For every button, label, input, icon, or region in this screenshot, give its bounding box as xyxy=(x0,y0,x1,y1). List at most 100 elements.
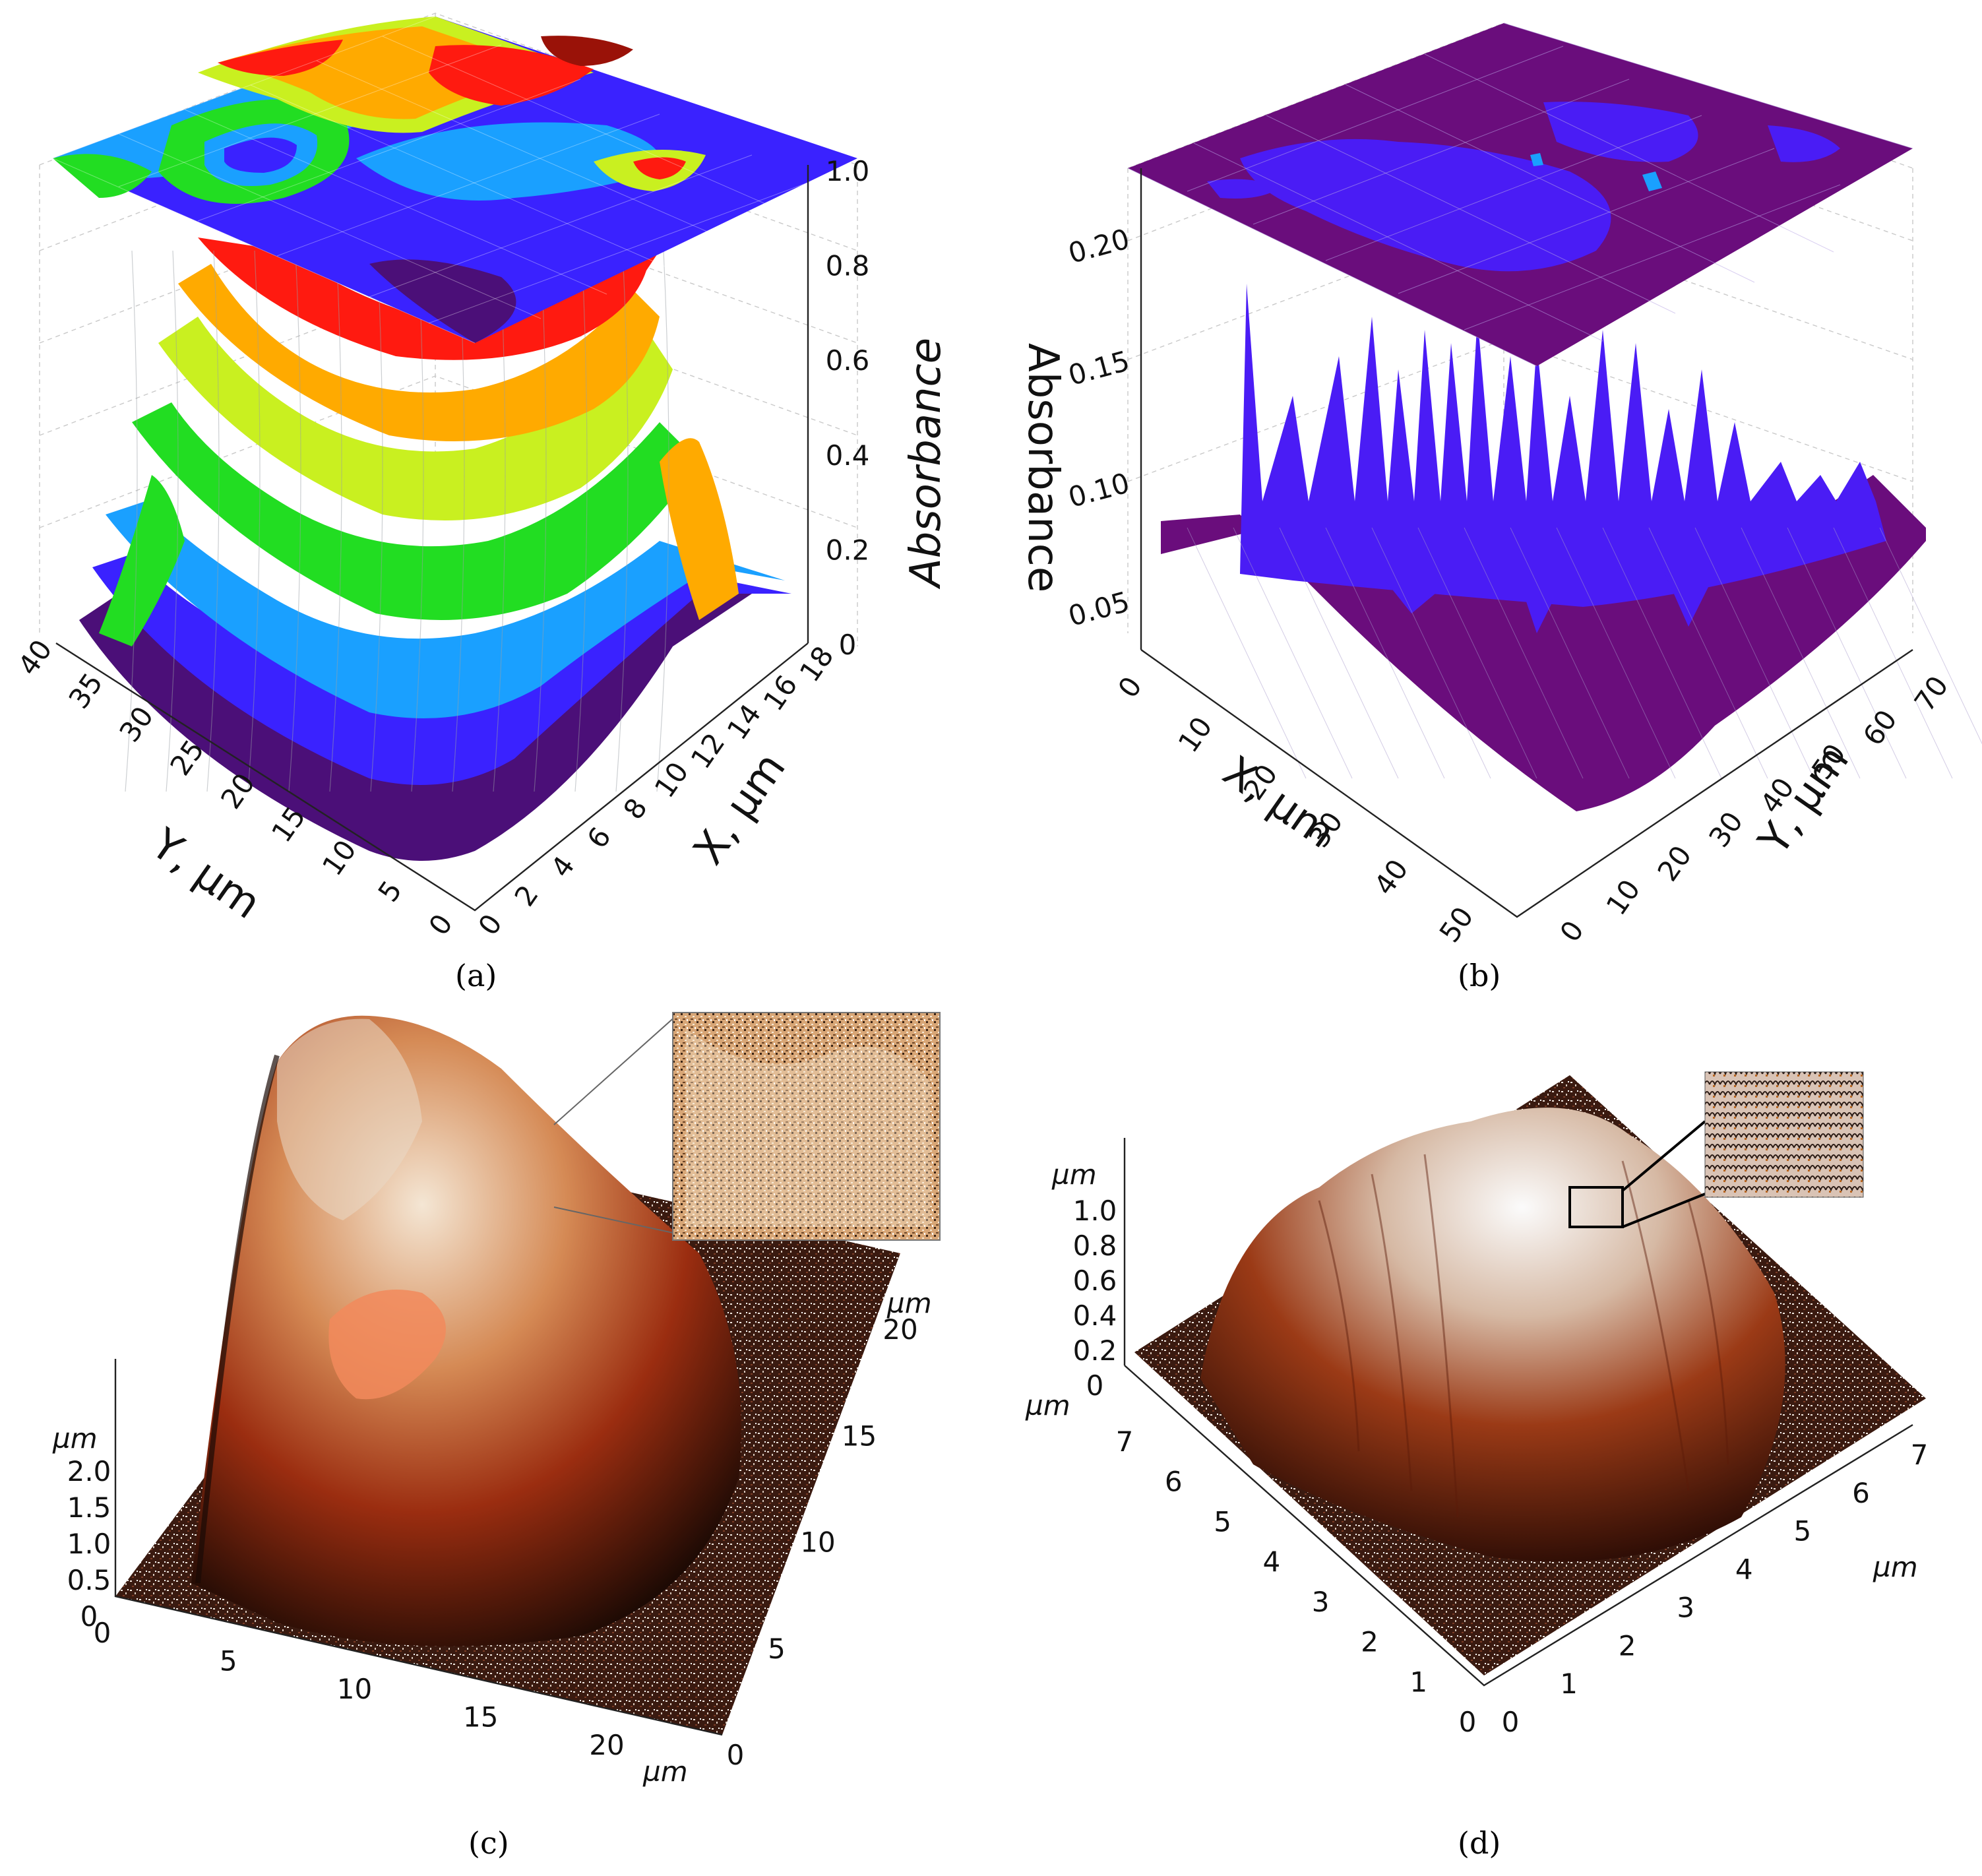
panel-label-d: (d) xyxy=(1458,1825,1501,1861)
surface-a-mesh-0 xyxy=(125,250,138,792)
surface-b-mesh-5 xyxy=(1417,527,1537,779)
y-tick-a-1: 5 xyxy=(372,875,408,908)
surface-a-band-2 xyxy=(106,501,785,718)
surface-a-band-5 xyxy=(178,264,660,441)
z-tick-d-2: 0.4 xyxy=(1073,1299,1117,1332)
ticks-c: 0 5 10 15 20 0 5 10 15 20 0 0.5 1.0 1.5 2.0 xyxy=(67,1313,918,1771)
surface-a-band-4 xyxy=(158,317,673,520)
contour-plane-a xyxy=(52,16,857,344)
z-tick-a-5: 1.0 xyxy=(826,155,870,187)
x-tick-d-1: 1 xyxy=(1560,1668,1578,1700)
y-tick-a-8: 40 xyxy=(12,634,59,681)
x-tick-a-3: 6 xyxy=(580,821,617,854)
y-tick-d-4: 4 xyxy=(1262,1546,1280,1578)
y-tick-b-2: 20 xyxy=(1651,840,1698,887)
x-tick-d-0: 0 xyxy=(1502,1706,1520,1738)
unit-label-d-x: µm xyxy=(1873,1551,1918,1583)
afm-surface-c xyxy=(191,1015,741,1646)
inset-c xyxy=(553,1012,941,1241)
y-tick-b-0: 0 xyxy=(1553,915,1590,948)
z-tick-a-1: 0.2 xyxy=(826,534,870,566)
afm-peak-highlight-c xyxy=(277,1018,422,1220)
y-tick-b-3: 30 xyxy=(1702,805,1749,853)
z-tick-a-4: 0.8 xyxy=(826,250,870,282)
unit-label-d-y: µm xyxy=(1025,1389,1070,1422)
z-axis-label-a: Absorbance xyxy=(902,338,950,590)
unit-label-c-z: µm xyxy=(52,1422,98,1454)
z-tick-a-0: 0 xyxy=(839,629,857,661)
y-tick-c-2: 10 xyxy=(800,1526,835,1559)
afm-striations-d xyxy=(1318,1154,1729,1518)
y-tick-d-0: 0 xyxy=(1459,1706,1477,1738)
surface-a-mesh-10 xyxy=(534,250,547,792)
x-tick-b-5: 50 xyxy=(1433,901,1480,949)
contour-plane-b xyxy=(1127,22,1913,367)
y-tick-c-3: 15 xyxy=(842,1420,877,1452)
x-tick-a-1: 2 xyxy=(508,879,544,912)
surface-b-mesh-12 xyxy=(1741,527,1861,779)
z-axis-label-b: Absorbance xyxy=(1018,343,1067,592)
x-tick-d-4: 4 xyxy=(1735,1553,1753,1586)
z-tick-d-1: 0.2 xyxy=(1073,1334,1117,1367)
z-tick-d-5: 1.0 xyxy=(1073,1195,1117,1227)
axes-b xyxy=(1140,168,1913,918)
x-tick-b-0: 0 xyxy=(1111,671,1148,704)
surface-b-mesh-15 xyxy=(1879,527,1982,745)
z-tick-d-3: 0.6 xyxy=(1073,1265,1117,1297)
z-tick-c-4: 2.0 xyxy=(67,1455,111,1487)
x-tick-a-6: 12 xyxy=(685,727,731,774)
surface-a-band-3 xyxy=(132,402,699,620)
z-tick-b-3: 0.20 xyxy=(1065,222,1133,270)
z-tick-b-1: 0.10 xyxy=(1065,466,1133,514)
z-tick-c-1: 0.5 xyxy=(67,1564,111,1596)
x-tick-c-2: 10 xyxy=(337,1673,372,1705)
surface-b-mesh-1 xyxy=(1233,527,1353,779)
unit-label-c-y: µm xyxy=(886,1287,932,1319)
y-tick-d-6: 6 xyxy=(1165,1466,1183,1498)
surface-b-low-peaks xyxy=(1385,567,1715,633)
surface-a xyxy=(79,237,791,861)
surface-a-mesh-11 xyxy=(574,250,588,792)
panel-a: 00.20.40.60.81.0024681012141618051015202… xyxy=(12,13,950,993)
inset-d xyxy=(1568,1071,1864,1228)
surface-b-mesh-3 xyxy=(1325,527,1445,779)
x-tick-b-1: 10 xyxy=(1172,711,1219,759)
surface-b xyxy=(1161,284,1982,811)
z-tick-d-0: 0 xyxy=(1086,1369,1104,1402)
x-tick-a-0: 0 xyxy=(472,908,508,941)
y-tick-a-6: 30 xyxy=(113,701,160,748)
panel-label-a: (a) xyxy=(455,958,497,993)
x-tick-d-3: 3 xyxy=(1677,1591,1694,1623)
axes-d xyxy=(1123,1138,1913,1687)
unit-label-c-x: µm xyxy=(642,1755,688,1788)
z-tick-b-2: 0.15 xyxy=(1065,344,1133,392)
y-tick-b-6: 60 xyxy=(1857,704,1904,751)
surface-a-left-peak xyxy=(99,475,185,646)
panel-label-b: (b) xyxy=(1458,958,1501,993)
x-tick-a-9: 18 xyxy=(793,641,840,688)
surface-a-mesh-7 xyxy=(411,250,424,792)
axes-c xyxy=(114,1359,723,1736)
surface-b-mesh-6 xyxy=(1464,527,1584,779)
panel-c: 0 5 10 15 20 0 5 10 15 20 0 0.5 1.0 1.5 2.0 µm µm µm (… xyxy=(52,1012,941,1861)
surface-a-right-peak xyxy=(660,438,739,620)
afm-crater-c xyxy=(328,1290,446,1400)
x-tick-d-5: 5 xyxy=(1793,1515,1811,1548)
surface-a-mesh-13 xyxy=(656,250,669,792)
surface-b-peaks xyxy=(1240,284,1886,607)
surface-a-mesh-2 xyxy=(206,250,220,792)
x-tick-a-2: 4 xyxy=(544,850,580,883)
y-tick-a-7: 35 xyxy=(63,667,109,714)
x-axis-label-b: X, µm xyxy=(1214,747,1344,858)
y-tick-a-0: 0 xyxy=(422,908,458,941)
axes-a xyxy=(55,165,809,912)
y-tick-c-4: 20 xyxy=(883,1313,917,1346)
surface-b-mesh-13 xyxy=(1787,527,1907,779)
surface-a-mesh-12 xyxy=(615,250,629,792)
surface-b-mesh-0 xyxy=(1187,527,1307,779)
y-tick-d-3: 3 xyxy=(1312,1586,1330,1618)
y-tick-c-0: 0 xyxy=(727,1739,745,1771)
surface-a-mesh-9 xyxy=(493,250,506,792)
